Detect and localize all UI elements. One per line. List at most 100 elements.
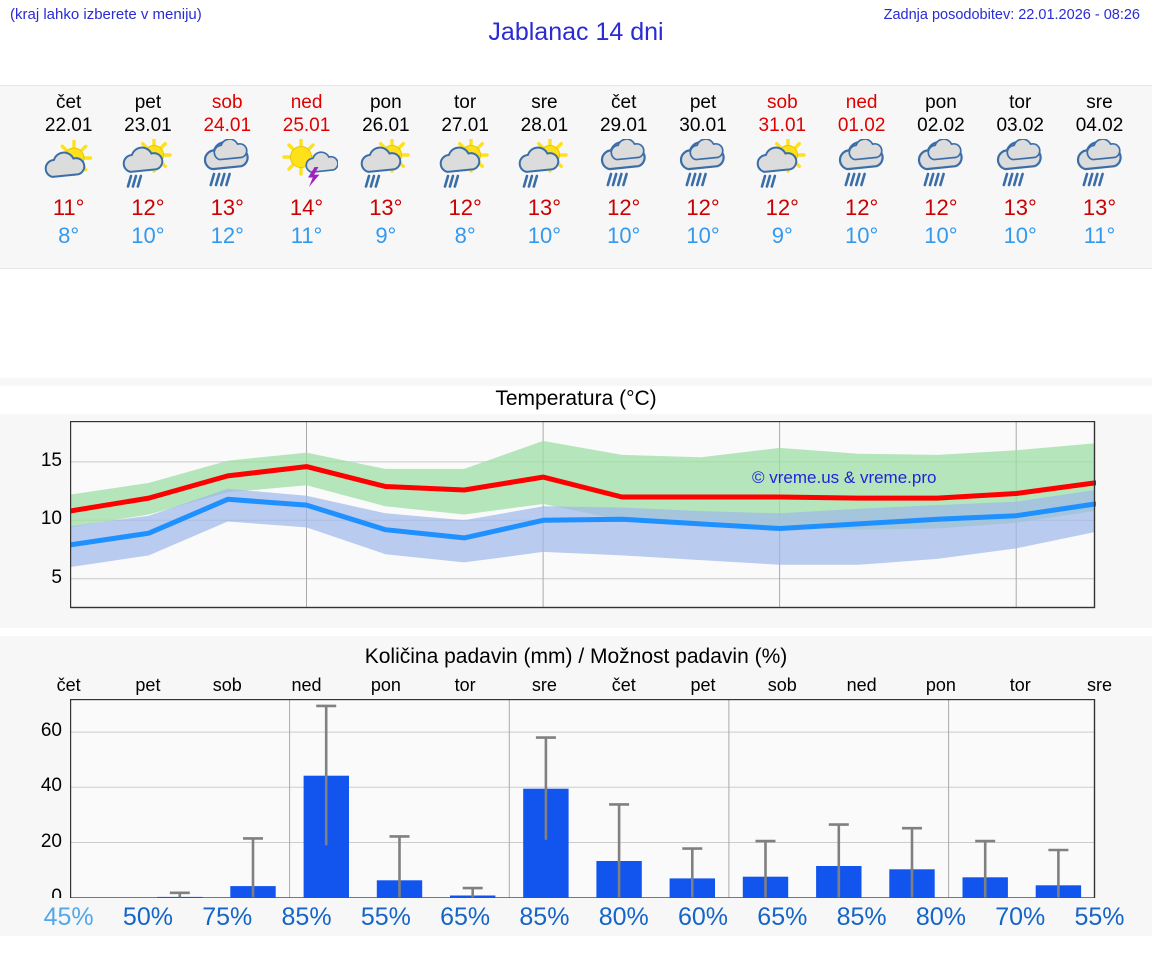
y-axis-tick-label: 60 [40,720,62,742]
precipitation-chart-title: Količina padavin (mm) / Možnost padavin … [364,645,788,668]
precipitation-probability-label: 85% [519,902,570,931]
temperature-max-value: 13° [1003,195,1037,220]
temperature-min-value: 10° [527,223,562,248]
day-date-label: 22.01 [44,115,93,136]
sun-cloud-rain-icon [513,139,575,191]
day-date-label: 27.01 [441,115,489,136]
precipitation-day-label: pet [135,675,161,695]
day-column[interactable]: tor 27.01 12° 8° [425,86,504,268]
day-date-label: 28.01 [520,115,569,136]
temperature-min-value: 8° [454,223,476,248]
precipitation-probability-label: 80% [915,902,966,931]
day-of-week-label: čet [55,92,82,113]
precipitation-probability-label: 50% [122,902,173,931]
temperature-min-value: 10° [607,223,641,248]
temperature-max-value: 13° [369,195,403,220]
prec-days-left-spacer [0,675,29,699]
cloud-rain-icon [593,139,655,191]
precipitation-day-label: tor [454,675,476,695]
y-axis-tick-label: 10 [40,508,62,530]
precipitation-probability-label: 55% [360,902,411,931]
daily-forecast-strip: čet 22.01 11° 8° pet 23.01 12° 10° sob 24.01 13… [0,85,1152,269]
temperature-max-value: 13° [1082,195,1117,220]
top-bar: (kraj lahko izberete v meniju) Jablanac … [0,0,1152,85]
sun-cloud-rain-icon [434,139,496,191]
cloud-rain-icon [196,139,258,191]
cloud-rain-icon [1069,139,1131,191]
strip-left-spacer [0,86,29,268]
sun-cloud-thunder-icon [276,139,338,191]
temperature-min-value: 10° [844,223,879,248]
day-column[interactable]: ned 25.01 14° 11° [267,86,346,268]
precipitation-probability-label: 75% [202,902,253,931]
precipitation-day-label: pon [370,675,401,695]
precipitation-probability-label: 55% [1074,902,1125,931]
precipitation-chart-block: Količina padavin (mm) / Možnost padavin … [0,636,1152,933]
temperature-max-value: 12° [765,195,799,220]
day-column[interactable]: ned 01.02 12° 10° [822,86,901,268]
cloud-rain-icon [672,139,734,191]
precipitation-probability-row: 45% 50% 75% 85% 55% 65% 85% 80% 60% 65% 85% 80% 70% 5… [0,898,1152,936]
temperature-max-value: 13° [210,195,244,220]
precipitation-probability-label: 45% [43,902,94,931]
temperature-min-value: 9° [375,223,397,248]
day-column[interactable]: čet 22.01 11° 8° [29,86,108,268]
y-axis-tick-label: 0 [51,885,62,907]
last-updated-text: Zadnja posodobitev: 22.01.2026 - 08:26 [883,7,1140,23]
sun-cloud-rain-icon [117,139,179,191]
day-column[interactable]: pet 23.01 12° 10° [108,86,187,268]
day-column[interactable]: sob 24.01 13° 12° [188,86,267,268]
day-column[interactable]: sre 28.01 13° 10° [505,86,584,268]
day-of-week-label: sre [1086,92,1113,113]
day-column[interactable]: pon 02.02 12° 10° [901,86,980,268]
day-of-week-label: pet [134,92,162,113]
temperature-chart-block: Temperatura (°C) 5 10 15 [0,378,1152,628]
temperature-max-value: 14° [289,195,324,220]
precipitation-day-label: sob [212,675,242,695]
y-axis-tick-label: 40 [40,775,62,797]
day-column[interactable]: tor 03.02 13° 10° [981,86,1060,268]
precipitation-day-label: ned [846,675,877,695]
day-of-week-label: tor [454,92,477,113]
day-column[interactable]: sob 31.01 12° 9° [743,86,822,268]
copyright-text: © vreme.us & vreme.pro [752,468,937,487]
temperature-max-value: 12° [448,195,482,220]
cloud-rain-icon [831,139,893,191]
precipitation-plot [70,699,1096,907]
precipitation-day-labels: čet pet sob ned pon tor sre čet pet sob ned pon tor s… [0,675,1152,699]
temperature-max-value: 11° [52,195,85,220]
precipitation-day-label: sre [531,675,557,695]
temperature-min-value: 10° [924,223,958,248]
sun-cloud-rain-icon [355,139,417,191]
temperature-min-value: 10° [1003,223,1037,248]
day-column[interactable]: čet 29.01 12° 10° [584,86,663,268]
temperature-min-value: 8° [58,223,80,248]
day-column[interactable]: sre 04.02 13° 11° [1060,86,1139,268]
day-column[interactable]: pet 30.01 12° 10° [663,86,742,268]
temperature-min-value: 10° [686,223,720,248]
day-of-week-label: čet [611,92,637,113]
sun-cloud-icon [38,139,100,191]
precipitation-day-label: pon [925,675,956,695]
sun-cloud-rain-icon [751,139,813,191]
cloud-rain-icon [989,139,1051,191]
temperature-plot [70,421,1096,609]
temperature-min-value: 11° [1083,223,1116,248]
precipitation-probability-label: 65% [440,902,491,931]
day-column[interactable]: pon 26.01 13° 9° [346,86,425,268]
day-date-label: 04.02 [1075,115,1124,136]
page-title: Jablanac 14 dni [488,18,664,46]
y-axis-tick-label: 20 [40,830,62,852]
day-date-label: 30.01 [679,115,727,136]
day-of-week-label: sob [211,92,243,113]
precipitation-probability-label: 70% [995,902,1046,931]
temperature-chart-title: Temperatura (°C) [0,386,1152,414]
precipitation-day-label: čet [56,675,81,695]
day-date-label: 31.01 [758,115,807,136]
day-date-label: 03.02 [996,115,1044,136]
day-of-week-label: pet [689,92,717,113]
precipitation-day-label: ned [291,675,322,695]
day-date-label: 24.01 [203,115,252,136]
precipitation-probability-label: 60% [678,902,729,931]
